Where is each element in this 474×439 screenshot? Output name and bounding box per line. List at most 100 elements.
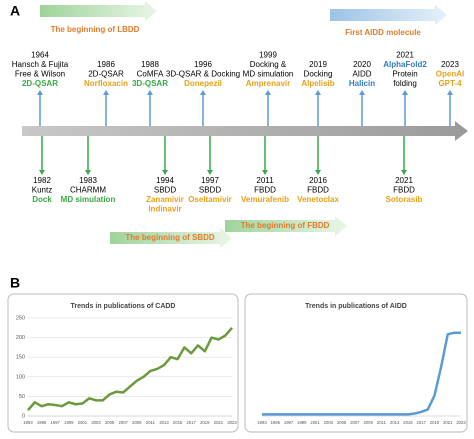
event-text: 1997 [201, 176, 219, 185]
connector-head [207, 170, 213, 175]
x-tick-label: 2019 [430, 420, 440, 425]
event-text: 1988 [141, 60, 159, 69]
y-tick-label: 0 [22, 413, 25, 419]
event-text: Halicin [349, 79, 375, 88]
x-tick-label: 1999 [64, 420, 74, 425]
banner-arrow [40, 1, 157, 21]
connector-head [200, 90, 206, 95]
event-text: 2016 [309, 176, 327, 185]
data-line [262, 331, 461, 416]
event-text: Sotorasib [386, 195, 423, 204]
connector-head [447, 90, 453, 95]
event-text: SBDD [154, 186, 176, 195]
y-tick-label: 100 [16, 374, 25, 380]
connector-head [39, 170, 45, 175]
connector-head [103, 90, 109, 95]
event-text: Protein [392, 70, 417, 79]
x-tick-label: 2011 [377, 420, 387, 425]
event-text: 1982 [33, 176, 51, 185]
chart-title: Trends in publications of CADD [70, 303, 175, 310]
x-tick-label: 2009 [132, 420, 142, 425]
event-text: AIDD [352, 70, 371, 79]
connector-head [262, 170, 268, 175]
event-text: Docking & [250, 60, 287, 69]
connector-head [402, 90, 408, 95]
event-text: 1964 [31, 51, 49, 60]
event-text: Oseltamivir [188, 195, 232, 204]
event-text: 2D-QSAR [22, 79, 58, 88]
banner: First AIDD molecule [345, 28, 421, 37]
x-tick-label: 1999 [297, 420, 307, 425]
event-text: SBDD [199, 186, 221, 195]
banner-arrow [225, 216, 347, 236]
event-text: 1986 [97, 60, 115, 69]
event-text: 2019 [309, 60, 327, 69]
x-tick-label: 1995 [37, 420, 47, 425]
event-text: FBDD [307, 186, 329, 195]
x-tick-label: 2011 [146, 420, 156, 425]
y-tick-label: 250 [16, 315, 25, 321]
x-tick-label: 2007 [119, 420, 129, 425]
x-tick-label: 2021 [214, 420, 224, 425]
x-tick-label: 2001 [78, 420, 88, 425]
x-tick-label: 2017 [417, 420, 427, 425]
banner: The beginning of LBDD [51, 25, 140, 34]
event-text: Donepezil [184, 79, 222, 88]
event-text: 3D-QSAR & Docking [166, 70, 240, 79]
x-tick-label: 2013 [390, 420, 400, 425]
connector-head [37, 90, 43, 95]
y-tick-label: 50 [19, 394, 25, 400]
x-tick-label: 1995 [271, 420, 281, 425]
event-text: FBDD [393, 186, 415, 195]
event-text: Hansch & Fujita [12, 60, 69, 69]
event-text: Alpelisib [301, 79, 334, 88]
event-text: 1983 [79, 176, 97, 185]
event-text: 2021 [396, 51, 414, 60]
x-tick-label: 2023 [456, 420, 466, 425]
y-tick-label: 200 [16, 335, 25, 341]
connector-head [162, 170, 168, 175]
chart-title: Trends in publications of AIDD [305, 303, 407, 310]
panel-label: A [10, 3, 20, 19]
x-tick-label: 2003 [91, 420, 101, 425]
event-text: OpenAI [436, 70, 464, 79]
event-text: CHARMM [70, 186, 106, 195]
event-text: 3D-QSAR [132, 79, 168, 88]
banner-arrow [110, 228, 232, 248]
event-text: FBDD [254, 186, 276, 195]
event-text: Free & Wilson [15, 70, 65, 79]
event-text: MD simulation [61, 195, 116, 204]
panel-label: B [10, 275, 20, 291]
event-text: folding [393, 79, 417, 88]
event-text: 2023 [441, 60, 459, 69]
x-tick-label: 2021 [443, 420, 453, 425]
event-text: 2020 [353, 60, 371, 69]
event-text: Venetoclax [297, 195, 339, 204]
chart-frame [244, 293, 468, 433]
event-text: Docking [304, 70, 333, 79]
banner: The beginning of FBDD [241, 221, 330, 230]
x-tick-label: 1993 [257, 420, 267, 425]
x-tick-label: 2005 [337, 420, 347, 425]
y-tick-label: 150 [16, 355, 25, 361]
event-text: 2011 [256, 176, 274, 185]
event-text: Amprenavir [246, 79, 290, 88]
x-tick-label: 1997 [284, 420, 294, 425]
connector-head [147, 90, 153, 95]
event-text: 1999 [259, 51, 277, 60]
event-text: MD simulation [243, 70, 294, 79]
x-tick-label: 2001 [310, 420, 320, 425]
connector-head [359, 90, 365, 95]
event-text: Vemurafenib [241, 195, 289, 204]
x-tick-label: 2003 [324, 420, 334, 425]
event-text: Zanamivir [146, 195, 184, 204]
x-tick-label: 1993 [23, 420, 33, 425]
event-text: Norfloxacin [84, 79, 128, 88]
event-text: Indinavir [148, 205, 181, 214]
x-tick-label: 2013 [159, 420, 169, 425]
event-text: CoMFA [137, 70, 164, 79]
connector-head [315, 90, 321, 95]
data-line [27, 326, 233, 411]
x-tick-label: 2015 [403, 420, 413, 425]
